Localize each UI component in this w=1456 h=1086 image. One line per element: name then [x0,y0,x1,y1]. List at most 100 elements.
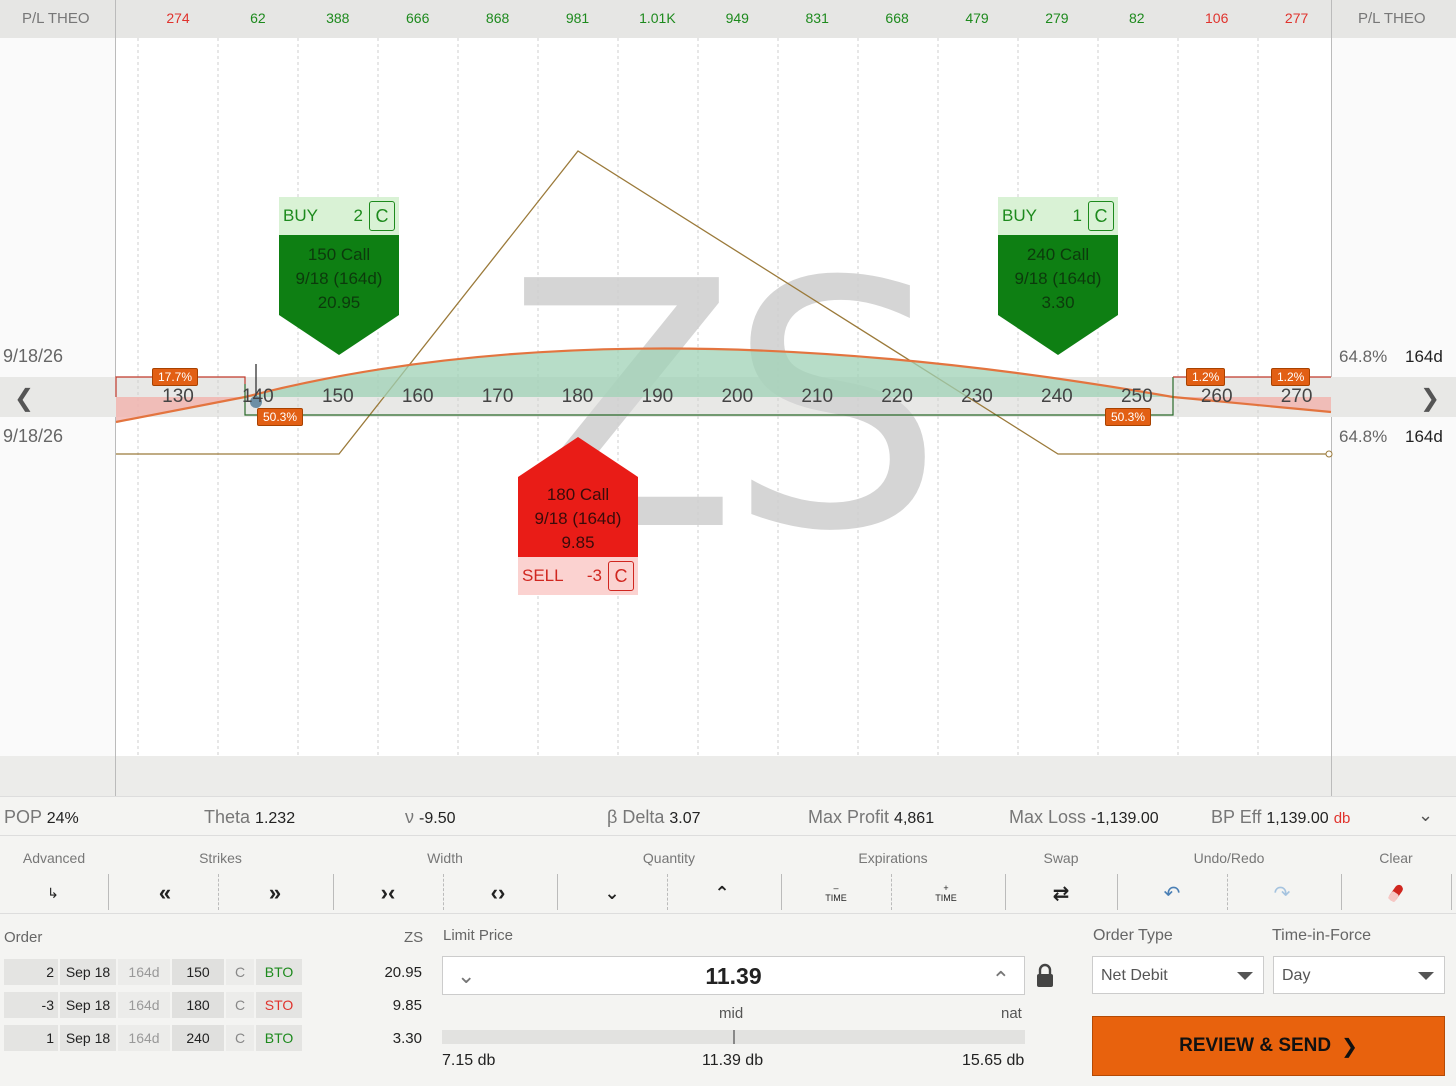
order-leg-row[interactable]: -3 Sep 18 164d 180 C STO [4,992,304,1018]
order-cell-strike: 180 [172,992,224,1018]
lock-icon[interactable] [1034,963,1056,989]
pl-theo-value: 666 [406,10,430,26]
order-cell-strike: 240 [172,1025,224,1051]
divider [667,874,668,910]
expiration-earlier-button[interactable]: – TIME [825,883,847,903]
width-narrow-icon[interactable]: ›‹ [380,880,396,905]
order-leg-row[interactable]: 1 Sep 18 164d 240 C BTO [4,1025,304,1051]
leg-card-buy-240-call[interactable]: BUY 1 C 240 Call 9/18 (164d) 3.30 [998,197,1118,355]
tif-select[interactable]: Day [1273,956,1445,994]
width-widen-icon[interactable]: ‹› [490,880,506,905]
leg-expiry: 9/18 (164d) [534,509,622,528]
scroll-right-icon[interactable]: ❯ [1420,385,1441,412]
quantity-down-icon[interactable]: ⌄ [604,882,620,903]
strike-label[interactable]: 200 [721,386,754,407]
expand-stats-icon[interactable]: ⌄ [1418,805,1434,825]
order-label: Order [4,929,43,946]
stat-label: Max Profit [808,807,890,827]
stat-max-profit: Max Profit 4,861 [808,807,934,828]
strike-label[interactable]: 210 [801,386,834,407]
leg-header: BUY 1 C [998,197,1118,235]
strikes-up-icon[interactable]: » [268,880,282,905]
stat-max-loss: Max Loss -1,139.00 [1009,807,1159,828]
order-cell-action: BTO [256,1025,302,1051]
group-label: Undo/Redo [1193,850,1265,866]
pl-theo-value: 279 [1045,10,1069,26]
clear-icon[interactable] [1381,878,1411,908]
limit-decrease-icon[interactable]: ⌄ [457,963,476,988]
quantity-up-icon[interactable]: ⌃ [714,882,730,903]
strike-label[interactable]: 140 [242,386,274,407]
leg-card-buy-150-call[interactable]: BUY 2 C 150 Call 9/18 (164d) 20.95 [279,197,399,355]
leg-strike: 180 Call [546,485,610,504]
leg-action: BUY [1002,206,1037,225]
leg-card-sell-180-call[interactable]: 180 Call 9/18 (164d) 9.85 SELL -3 C [518,437,638,595]
group-label: Swap [1043,850,1079,866]
strikes-down-icon[interactable]: « [158,880,172,905]
prob-tag-right-top-2: 1.2% [1271,368,1311,386]
stat-beta-delta: β Delta 3.07 [607,807,701,828]
order-type-select[interactable]: Net Debit [1092,956,1264,994]
group-width: Width ›‹ ‹› [333,838,557,914]
strike-label[interactable]: 270 [1280,386,1313,407]
group-undo-redo: Undo/Redo ↶ ↷ [1117,838,1341,914]
greeks-stats-row: POP 24% Theta 1.232 ν -9.50 β Delta 3.07… [0,796,1456,836]
pl-theo-label-right: P/L THEO [1358,10,1426,27]
divider [557,874,558,910]
price-slider-handle[interactable] [733,1030,735,1044]
strike-label[interactable]: 150 [321,386,354,407]
leg-type-toggle[interactable]: C [608,561,634,591]
order-cell-type: C [226,1025,254,1051]
group-label: Expirations [858,850,928,866]
stat-value: 1,139.00 [1266,810,1329,827]
strike-label[interactable]: 180 [561,386,594,407]
order-leg-row[interactable]: 2 Sep 18 164d 150 C BTO [4,959,304,985]
leg-type-toggle[interactable]: C [1088,201,1114,231]
order-cell-dte: 164d [118,992,170,1018]
scroll-left-icon[interactable]: ❮ [14,385,35,412]
iv-top: 64.8% [1339,347,1388,366]
price-low: 7.15 db [442,1052,496,1069]
divider [1341,874,1342,910]
order-leg-price: 3.30 [392,1030,422,1047]
review-send-button[interactable]: REVIEW & SEND ❯ [1092,1016,1445,1076]
leg-type-toggle[interactable]: C [369,201,395,231]
strike-label[interactable]: 220 [881,386,913,407]
strike-label[interactable]: 170 [481,386,514,407]
strike-label[interactable]: 160 [401,386,434,407]
dte-top: 164d [1405,347,1443,366]
group-label: Advanced [22,850,86,866]
pl-theo-value: 668 [885,10,909,26]
order-cell-type: C [226,959,254,985]
strike-label[interactable]: 250 [1120,386,1153,407]
stat-value: 4,861 [894,810,935,827]
limit-increase-icon[interactable]: ⌃ [991,967,1010,992]
strike-label[interactable]: 240 [1041,386,1073,407]
undo-icon[interactable]: ↶ [1163,882,1181,905]
strike-label[interactable]: 130 [162,386,194,407]
expiration-later-button[interactable]: + TIME [935,883,957,903]
advanced-icon[interactable]: ↳ [47,884,59,901]
pl-theo-value: 868 [485,10,510,26]
group-label: Quantity [642,850,696,866]
order-cell-strike: 150 [172,959,224,985]
stat-bp-eff: BP Eff 1,139.00 db [1211,807,1350,828]
swap-icon[interactable]: ⇄ [1052,882,1070,905]
strike-label[interactable]: 190 [641,386,674,407]
mid-label: mid [719,1005,744,1022]
limit-price-input[interactable]: ⌄ 11.39 ⌃ [442,956,1025,995]
chart-footer-band [0,756,1456,796]
stat-value: 3.07 [669,810,701,827]
pl-theo-value: 274 [166,10,190,26]
leg-pointer [518,437,638,477]
group-swap: Swap ⇄ [1005,838,1117,914]
stat-value: 24% [46,810,79,827]
pl-theo-value: 277 [1284,10,1309,26]
price-high: 15.65 db [962,1052,1025,1069]
dropdown-caret-icon [1237,972,1253,980]
redo-icon[interactable]: ↷ [1273,882,1291,905]
strike-label[interactable]: 260 [1200,386,1233,407]
strike-label[interactable]: 230 [961,386,993,407]
divider [1451,874,1452,910]
